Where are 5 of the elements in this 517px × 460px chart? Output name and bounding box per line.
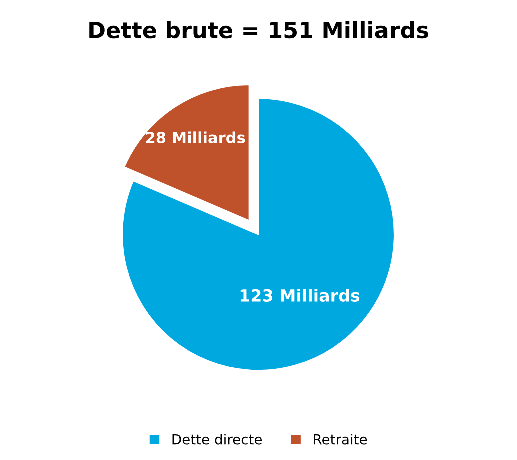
legend-label: Dette directe: [172, 434, 262, 445]
chart-title: Dette brute = 151 Milliards: [90, 21, 428, 39]
legend-label: Retraite: [314, 434, 368, 445]
data-label: 123 Milliards: [240, 289, 360, 302]
data-label: 28 Milliards: [146, 132, 246, 144]
